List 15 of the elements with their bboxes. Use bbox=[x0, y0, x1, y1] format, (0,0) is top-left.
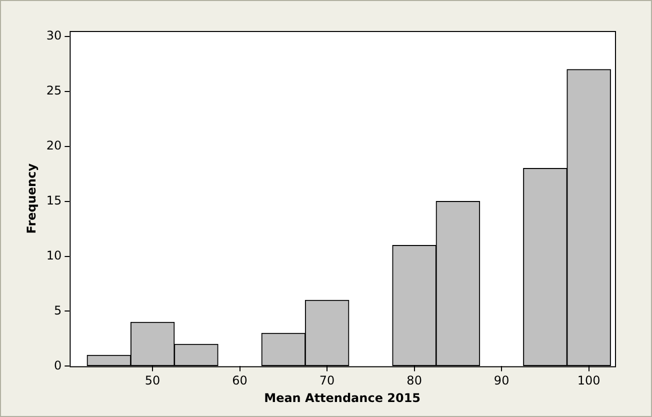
x-tick-label: 100 bbox=[577, 374, 600, 388]
y-tick-label: 20 bbox=[46, 138, 62, 153]
x-tick-label: 50 bbox=[144, 374, 160, 388]
x-tick-label: 60 bbox=[232, 374, 248, 388]
x-tick-label: 90 bbox=[494, 374, 510, 388]
y-tick-label: 30 bbox=[46, 28, 62, 43]
y-tick-label: 10 bbox=[46, 248, 62, 262]
y-tick-label: 25 bbox=[46, 84, 62, 98]
x-tick-label: 80 bbox=[406, 374, 422, 388]
x-tick-label: 70 bbox=[319, 374, 335, 388]
x-axis-title: Mean Attendance 2015 bbox=[264, 390, 421, 405]
y-tick-label: 5 bbox=[54, 303, 62, 318]
y-tick-label: 0 bbox=[54, 358, 62, 372]
y-axis-title: Frequency bbox=[24, 163, 38, 234]
y-tick-label: 15 bbox=[46, 193, 62, 208]
